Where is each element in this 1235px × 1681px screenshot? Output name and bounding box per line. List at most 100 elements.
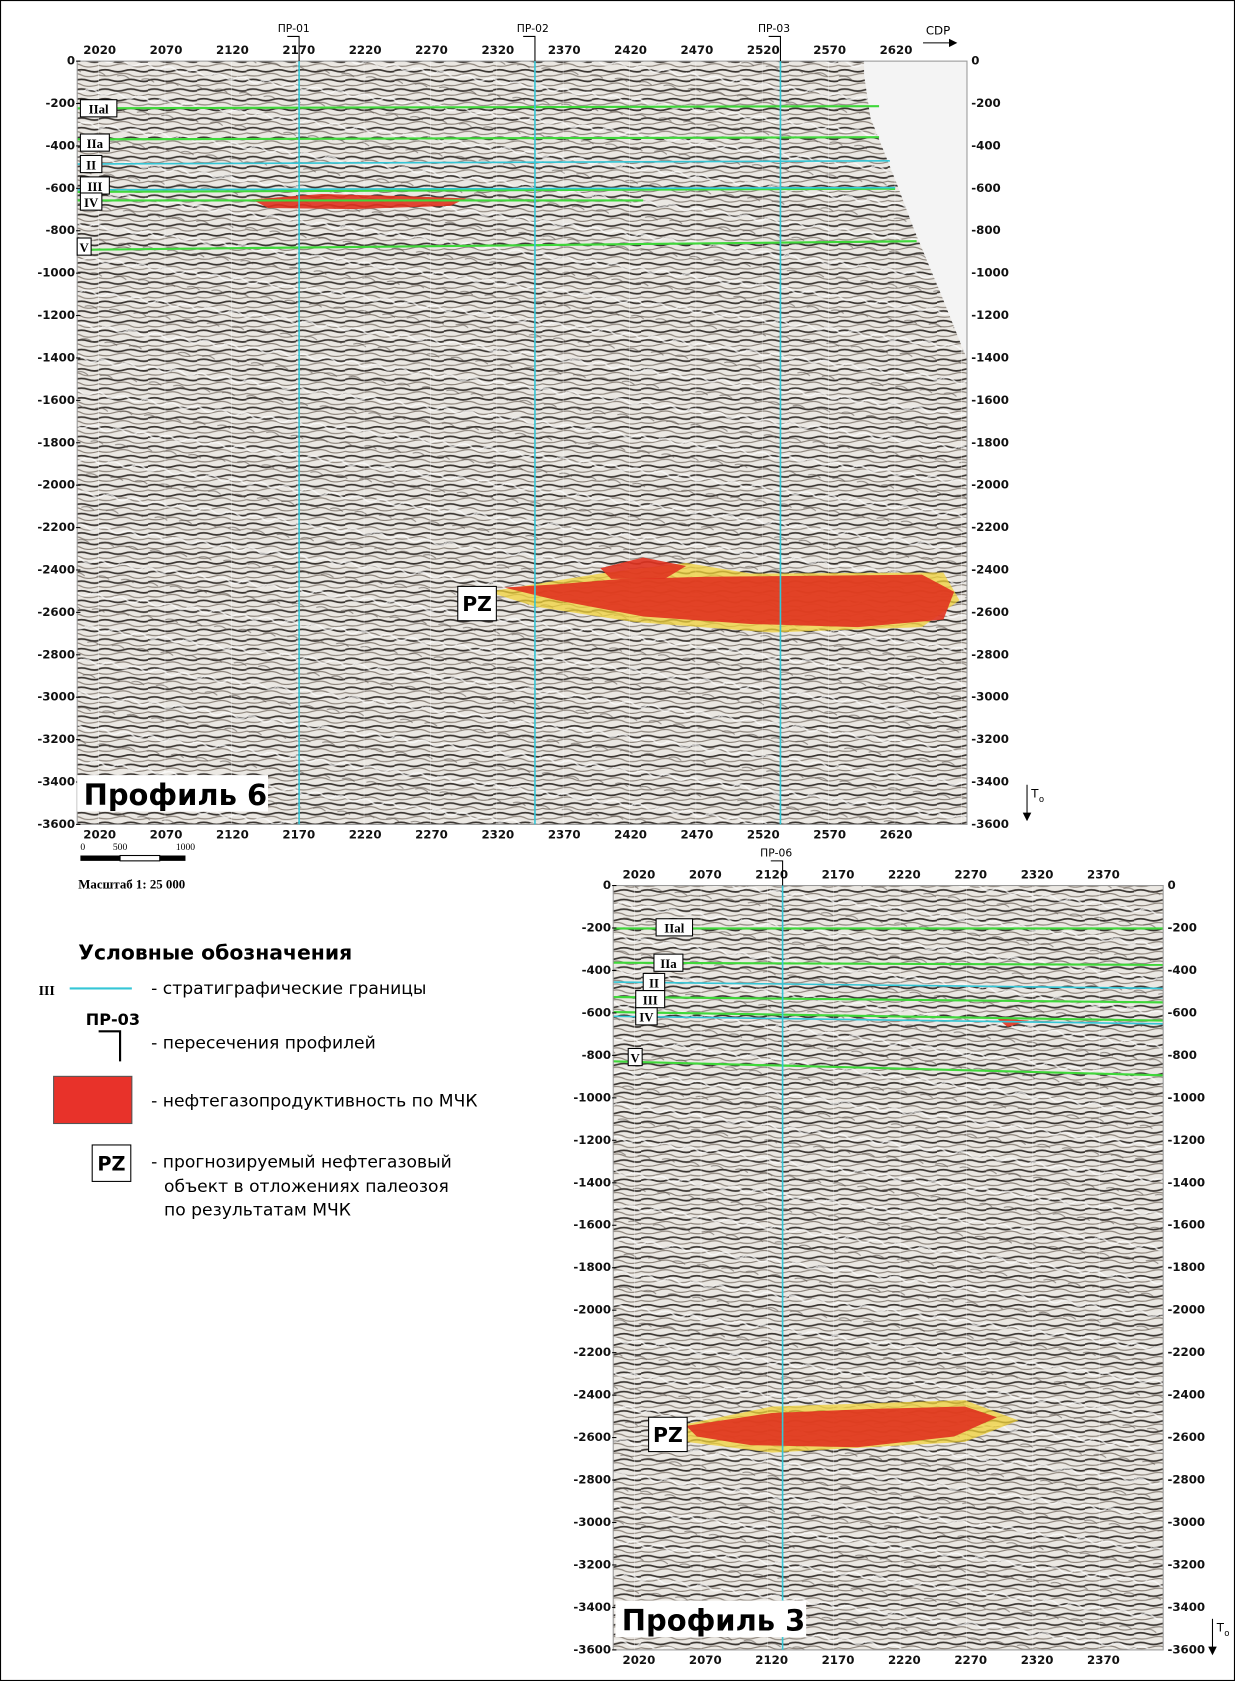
scale-bar bbox=[80, 855, 121, 861]
time-tick-label: 0 bbox=[67, 54, 75, 68]
cdp-tick-label: 2020 bbox=[83, 828, 116, 842]
time-tick-label: -3400 bbox=[37, 775, 75, 789]
title-box bbox=[615, 1600, 807, 1638]
cdp-tick-label: 2070 bbox=[689, 1653, 722, 1667]
time-tick-label: -3600 bbox=[1167, 1642, 1205, 1656]
profile-title: Профиль 3 bbox=[622, 1604, 806, 1638]
legend-symbol: III bbox=[39, 984, 55, 999]
time-tick-label: -1600 bbox=[1167, 1218, 1205, 1232]
time-tick-label: -800 bbox=[46, 223, 75, 237]
time-tick-label: -3200 bbox=[37, 732, 75, 746]
intersection-label: ПР-02 bbox=[517, 22, 549, 35]
cdp-tick-label: 2320 bbox=[481, 828, 514, 842]
horizon-line bbox=[613, 1060, 1164, 1077]
horizon-label: IV bbox=[639, 1011, 654, 1025]
cdp-tick-label: 2370 bbox=[548, 828, 581, 842]
object-label: PZ bbox=[462, 592, 492, 616]
anomaly bbox=[600, 557, 687, 579]
time-tick-label: -600 bbox=[1167, 1005, 1196, 1019]
cdp-tick-label: 2370 bbox=[1087, 1653, 1120, 1667]
horizon-label: V bbox=[631, 1051, 641, 1065]
cdp-tick-label: 2220 bbox=[349, 828, 382, 842]
time-tick-label: -1200 bbox=[971, 308, 1009, 322]
cdp-tick-label: 2070 bbox=[150, 828, 183, 842]
time-tick-label: -3400 bbox=[573, 1600, 611, 1614]
cdp-tick-label: 2270 bbox=[954, 867, 987, 881]
legend-box bbox=[91, 1144, 132, 1182]
legend-text: - стратиграфические границы bbox=[151, 979, 426, 999]
cdp-tick-label: 2120 bbox=[755, 867, 788, 881]
time-tick-label: -3600 bbox=[37, 817, 75, 831]
time-tick-label: -400 bbox=[971, 138, 1000, 152]
horizon-label-box bbox=[635, 1007, 658, 1026]
legend-swatch bbox=[53, 1075, 133, 1125]
no-data-area bbox=[864, 61, 967, 360]
intersection-marker bbox=[768, 35, 781, 62]
cdp-tick-label: 2070 bbox=[689, 867, 722, 881]
time-tick-label: -3000 bbox=[37, 690, 75, 704]
horizon-label-box bbox=[79, 133, 110, 152]
time-tick-label: -2000 bbox=[1167, 1303, 1205, 1317]
time-tick-label: -800 bbox=[582, 1048, 611, 1062]
time-tick-label: 0 bbox=[971, 54, 979, 68]
time-tick-label: -2000 bbox=[573, 1303, 611, 1317]
time-tick-label: -1200 bbox=[573, 1133, 611, 1147]
scale-bar bbox=[119, 854, 161, 862]
scale-tick: 500 bbox=[113, 842, 128, 853]
intersection-label: ПР-03 bbox=[758, 22, 790, 35]
time-tick-label: -3200 bbox=[971, 732, 1009, 746]
object-label-box bbox=[648, 1416, 688, 1453]
cdp-tick-label: 2620 bbox=[880, 828, 913, 842]
horizon-label: IIal bbox=[89, 103, 109, 117]
cdp-tick-label: 2470 bbox=[681, 828, 714, 842]
horizon-line bbox=[613, 995, 1164, 1004]
time-tick-label: -2400 bbox=[573, 1388, 611, 1402]
time-tick-label: -2000 bbox=[37, 478, 75, 492]
time-tick-label: -2800 bbox=[1167, 1473, 1205, 1487]
scale-tick: 0 bbox=[80, 842, 85, 853]
cdp-tick-label: 2270 bbox=[415, 828, 448, 842]
horizon-label: IV bbox=[84, 196, 99, 210]
time-tick-label: -1000 bbox=[971, 266, 1009, 280]
time-tick-label: -200 bbox=[46, 96, 75, 110]
horizon-line bbox=[77, 160, 890, 165]
intersection-marker bbox=[770, 860, 784, 886]
intersection-marker bbox=[523, 35, 536, 62]
horizon-label: II bbox=[649, 976, 659, 990]
cdp-tick-label: 2020 bbox=[623, 1653, 656, 1667]
time-tick-label: -1800 bbox=[971, 435, 1009, 449]
time-tick-label: -2400 bbox=[1167, 1388, 1205, 1402]
legend-text: по результатам МЧК bbox=[164, 1201, 351, 1221]
time-tick-label: -1800 bbox=[1167, 1260, 1205, 1274]
time-tick-label: -2400 bbox=[37, 562, 75, 576]
legend-text: объект в отложениях палеозоя bbox=[164, 1177, 449, 1197]
legend-symbol: ПР-03 bbox=[86, 1010, 140, 1029]
anomaly bbox=[997, 1018, 1030, 1028]
title-box bbox=[77, 775, 269, 812]
cdp-tick-label: 2320 bbox=[1021, 1653, 1054, 1667]
cdp-tick-label: 2520 bbox=[747, 828, 780, 842]
time-tick-label: -3400 bbox=[1167, 1600, 1205, 1614]
legend-title: Условные обозначения bbox=[78, 940, 352, 964]
horizon-label-box bbox=[655, 918, 694, 937]
t0-subscript: o bbox=[1039, 795, 1044, 805]
time-tick-label: -1000 bbox=[573, 1090, 611, 1104]
cdp-tick-label: 2220 bbox=[888, 1653, 921, 1667]
cdp-tick-label: 2370 bbox=[1087, 867, 1120, 881]
horizon-label: III bbox=[87, 180, 102, 194]
cdp-tick-label: 2070 bbox=[150, 43, 183, 57]
horizon-line bbox=[77, 187, 896, 193]
time-tick-label: -2600 bbox=[1167, 1430, 1205, 1444]
time-tick-label: -3600 bbox=[971, 817, 1009, 831]
cdp-axis-label: CDP bbox=[926, 23, 950, 37]
cdp-tick-label: 2020 bbox=[83, 43, 116, 57]
horizon-label-box bbox=[79, 154, 103, 174]
time-tick-label: -800 bbox=[971, 223, 1000, 237]
time-tick-label: -2800 bbox=[971, 647, 1009, 661]
cdp-tick-label: 2270 bbox=[954, 1653, 987, 1667]
cdp-tick-label: 2220 bbox=[888, 867, 921, 881]
t0-label: T bbox=[1216, 1621, 1225, 1635]
cdp-tick-label: 2120 bbox=[216, 43, 249, 57]
t0-label: T bbox=[1030, 787, 1039, 801]
